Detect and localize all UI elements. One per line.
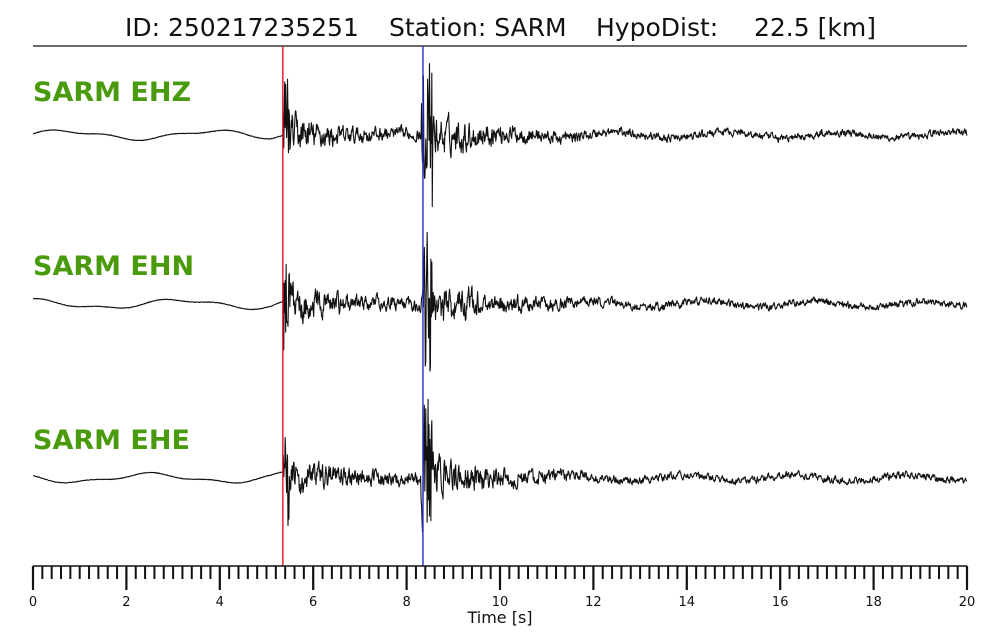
x-tick-label: 2 xyxy=(122,595,130,610)
title-station: Station: SARM xyxy=(389,13,567,42)
waveform-trace-2 xyxy=(32,231,968,372)
title-hypodist-value: 22.5 [km] xyxy=(754,13,876,42)
x-axis-label: Time [s] xyxy=(466,608,532,627)
x-tick-label: 18 xyxy=(865,595,882,610)
time-axis: 0 2 4 6 8 10 12 14 16 18 20 Time [s] xyxy=(29,565,976,627)
channel-label-ehz: SARM EHZ xyxy=(33,77,191,108)
x-tick-label: 20 xyxy=(959,595,976,610)
x-tick-label: 4 xyxy=(216,595,224,610)
channel-label-ehn: SARM EHN xyxy=(33,251,194,282)
chart-title: ID: 250217235251 Station: SARM HypoDist:… xyxy=(125,13,876,42)
x-tick-label: 8 xyxy=(402,595,410,610)
x-tick-label: 16 xyxy=(772,595,789,610)
x-tick-label: 14 xyxy=(679,595,696,610)
x-tick-label: 6 xyxy=(309,595,317,610)
title-event-id: ID: 250217235251 xyxy=(125,13,359,42)
x-tick-label: 10 xyxy=(492,595,509,610)
waveform-trace-1 xyxy=(32,63,968,208)
waveform-trace-3 xyxy=(32,398,968,533)
channel-label-ehe: SARM EHE xyxy=(33,425,190,456)
waveform-traces xyxy=(32,63,968,533)
x-tick-label: 0 xyxy=(29,595,37,610)
title-hypodist-label: HypoDist: xyxy=(596,13,718,42)
x-tick-label: 12 xyxy=(585,595,602,610)
phase-picks xyxy=(282,46,424,566)
